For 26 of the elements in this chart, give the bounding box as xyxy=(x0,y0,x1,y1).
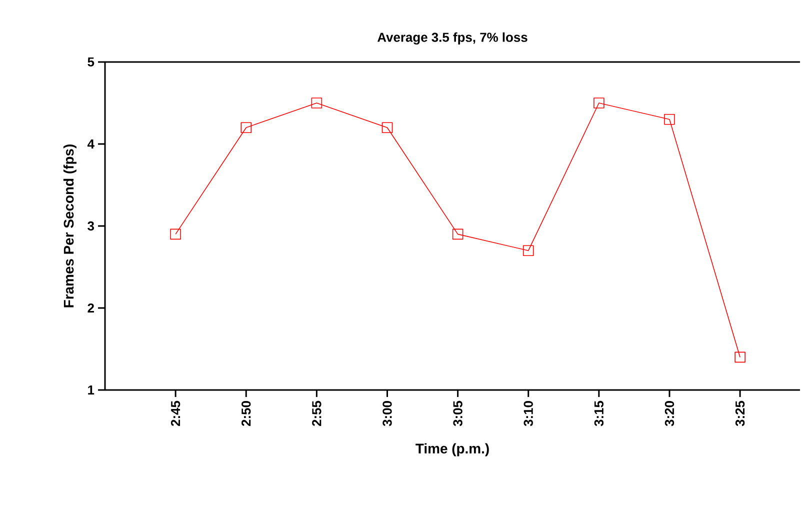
point xyxy=(311,98,322,108)
x-tick-label: 2:55 xyxy=(312,400,322,426)
point xyxy=(664,114,675,125)
point xyxy=(382,122,393,133)
x-tick-label: 3:20 xyxy=(664,401,674,426)
point xyxy=(240,122,252,133)
y-tick-label: 5 xyxy=(88,57,94,67)
x-tick-label: 3:10 xyxy=(524,401,533,426)
y-tick-label: 2 xyxy=(88,303,94,313)
y-axis-title: Frames Per Second (fps) xyxy=(63,144,76,308)
y-tick-label: 4 xyxy=(87,140,94,148)
x-tick-label: 3:00 xyxy=(382,401,392,426)
chart-title: Average 3.5 fps, 7% loss xyxy=(377,32,528,45)
point xyxy=(170,228,181,240)
x-tick-label: 3:05 xyxy=(453,400,462,426)
x-tick-label: 3:25 xyxy=(735,400,745,426)
y-tick-label: 3 xyxy=(88,221,94,231)
point xyxy=(734,352,746,363)
y-tick-label: 1 xyxy=(88,386,94,394)
point xyxy=(594,98,604,108)
x-tick-label: 2:50 xyxy=(242,401,251,426)
x-axis-title: Time (p.m.) xyxy=(416,443,489,456)
point xyxy=(452,228,464,240)
x-tick-label: 2:45 xyxy=(170,400,180,426)
point xyxy=(522,245,534,256)
x-tick-label: 3:15 xyxy=(594,400,604,426)
